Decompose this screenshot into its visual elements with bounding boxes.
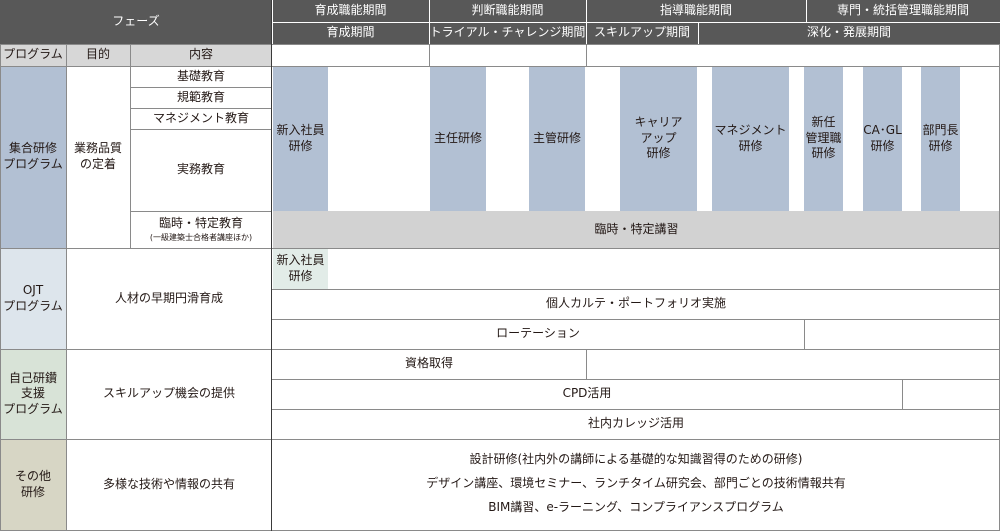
content-management: マネジメント教育 [152,110,249,125]
column-content: 内容 [130,44,272,66]
group-training-program: 集合研修 プログラム [0,66,66,248]
period-sub-3: スキルアップ期間 [586,22,698,44]
content-practical: 実務教育 [176,162,225,177]
other-item-bim: BIM講習、e-ラーニング、コンプライアンスプログラム [488,500,784,515]
content-basic: 基礎教育 [176,68,225,83]
content-norms: 規範教育 [176,89,225,104]
column-purpose: 目的 [66,44,130,66]
ojt-purpose: 人材の早期円滑育成 [114,290,223,305]
self-dev-program: 自己研鑽 支援 プログラム [0,349,66,439]
period-top-1: 育成職能期間 [272,0,429,22]
self-dev-cpd: CPD活用 [562,386,612,401]
training-career-up: キャリア アップ 研修 [620,66,697,211]
training-supervisor: 主管研修 [529,66,585,211]
self-dev-qualification: 資格取得 [404,356,453,371]
self-dev-purpose: スキルアップ機会の提供 [102,386,235,401]
phase-label: フェーズ [112,14,160,29]
other-program: その他 研修 [0,439,66,531]
training-ca-gl: CA･GL 研修 [863,66,902,211]
ojt-new-employee: 新入社員 研修 [273,249,328,289]
self-dev-college: 社内カレッジ活用 [587,416,684,431]
content-adhoc: 臨時・特定教育 (一級建築士合格者講座ほか) [130,211,272,248]
period-sub-1: 育成期間 [272,22,429,44]
other-item-design-training: 設計研修(社内外の講師による基礎的な知識習得のための研修) [469,452,803,467]
content-adhoc-note: (一級建築士合格者講座ほか) [149,232,253,242]
period-sub-4: 深化・発展期間 [698,22,1000,44]
training-chief: 主任研修 [430,66,486,211]
other-purpose: 多様な技術や情報の共有 [102,477,235,492]
period-top-4: 専門・統括管理職能期間 [806,0,1000,22]
content-adhoc-label: 臨時・特定教育 [158,216,243,230]
training-department-head: 部門長 研修 [921,66,960,211]
period-top-3: 指導職能期間 [586,0,806,22]
ojt-program: OJT プログラム [0,248,66,349]
ojt-karte: 個人カルテ・ポートフォリオ実施 [545,296,726,311]
ojt-rotation: ローテーション [496,326,580,341]
period-top-2: 判断職能期間 [429,0,586,22]
group-training-purpose: 業務品質 の定着 [73,141,122,171]
other-item-seminars: デザイン講座、環境セミナー、ランチタイム研究会、部門ごとの技術情報共有 [426,476,846,491]
training-new-manager: 新任 管理職 研修 [804,66,843,211]
training-management: マネジメント 研修 [712,66,789,211]
training-new-employee: 新入社員 研修 [273,66,328,211]
phase-header: フェーズ [0,0,272,44]
period-sub-2: トライアル・チャレンジ期間 [429,22,586,44]
column-program: プログラム [0,44,66,66]
adhoc-course-band: 臨時・特定講習 [273,211,1000,248]
